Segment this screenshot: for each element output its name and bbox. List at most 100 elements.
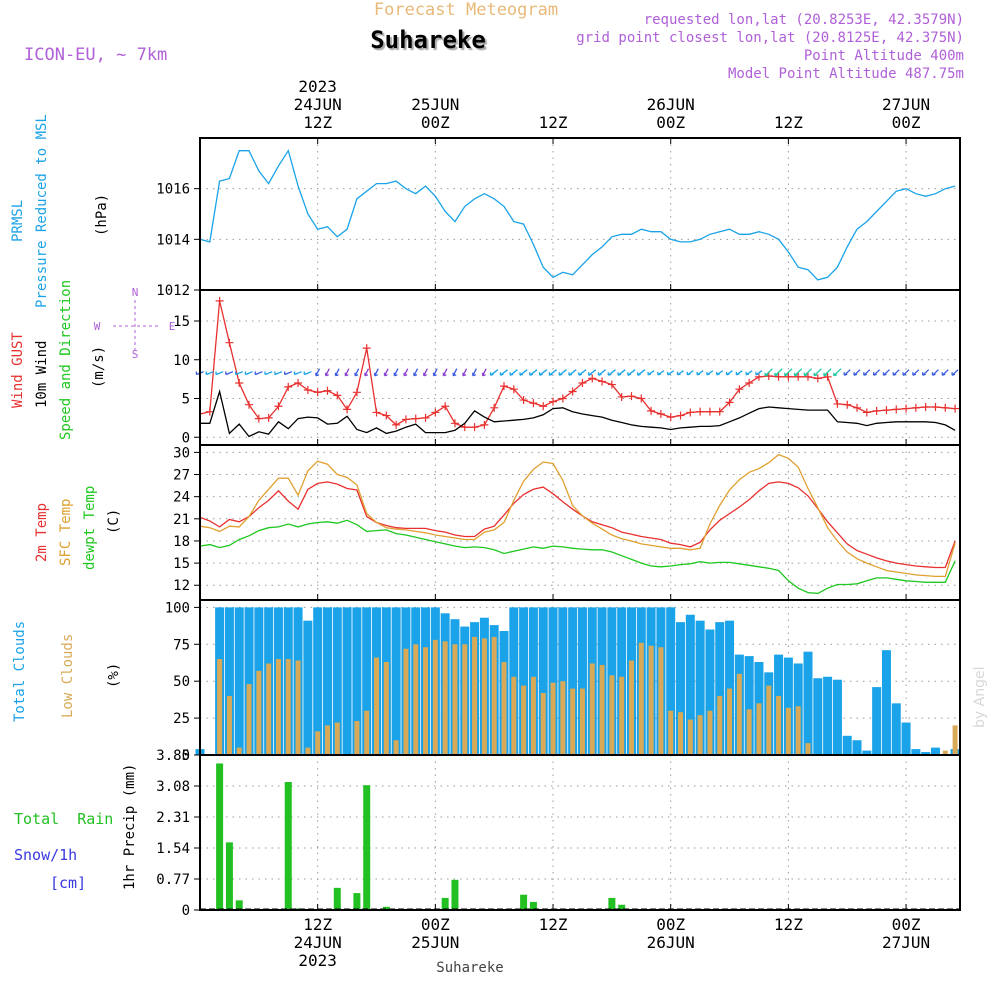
low-clouds-bar	[275, 659, 281, 755]
total-clouds-bar	[744, 656, 754, 755]
wind-direction-arrow	[833, 368, 842, 377]
rain-bar	[225, 842, 233, 910]
wind-direction-arrow	[774, 368, 783, 377]
total-clouds-bar	[244, 607, 254, 755]
total-clouds-bar	[911, 749, 921, 755]
clouds-unit-label: (%)	[106, 663, 122, 688]
gust-point	[441, 402, 450, 411]
low-clouds-bar	[393, 740, 399, 755]
wind-direction-arrow	[706, 370, 714, 376]
gust-point	[911, 403, 920, 412]
top-time-label: 00Z	[656, 113, 685, 132]
y-tick-label: 18	[173, 534, 190, 550]
top-time-label: 00Z	[421, 113, 450, 132]
wind-direction-arrow	[843, 369, 851, 376]
series-line-prmsl	[199, 149, 956, 281]
low-clouds-label: Low Clouds	[60, 634, 76, 718]
low-clouds-bar	[217, 659, 223, 755]
wind-axis-labels: Wind GUST 10m Wind Speed and Direction (…	[10, 280, 107, 440]
wind-direction-arrow	[393, 368, 399, 377]
wind-direction-arrow	[725, 370, 733, 376]
wind-direction-arrow	[413, 368, 419, 377]
y-tick-label: 12	[173, 578, 190, 594]
low-clouds-bar	[697, 715, 703, 755]
gust-point	[627, 392, 636, 401]
gust-point	[784, 372, 793, 381]
low-clouds-bar	[226, 695, 232, 755]
low-clouds-bar	[570, 688, 576, 755]
gust-point	[460, 423, 469, 432]
prmsl-label: PRMSL	[10, 200, 26, 242]
low-clouds-bar	[717, 695, 723, 755]
wind-direction-arrow	[912, 369, 920, 376]
total-clouds-bar	[577, 607, 587, 755]
y-tick-label: 100	[165, 600, 190, 616]
y-tick-label: 0	[182, 430, 190, 446]
gust-point	[823, 372, 832, 381]
rain-bar	[353, 893, 361, 910]
wind-direction-arrow	[578, 369, 587, 376]
wind-direction-arrow	[882, 369, 890, 376]
low-clouds-bar	[540, 693, 546, 755]
bottom-time-label: 00Z	[656, 915, 685, 934]
wind-direction-arrow	[244, 371, 253, 376]
wind-direction-arrow	[902, 369, 910, 376]
low-clouds-bar	[285, 659, 291, 755]
gust-point	[392, 420, 401, 429]
low-clouds-bar	[530, 676, 536, 755]
top-time-label: 27JUN	[882, 95, 930, 114]
gust-point	[382, 411, 391, 420]
top-time-label: 25JUN	[411, 95, 459, 114]
rain-bar	[441, 897, 449, 910]
top-time-label: 12Z	[539, 113, 568, 132]
gust-point	[519, 396, 528, 405]
bottom-time-label: 2023	[298, 951, 337, 970]
total-clouds-label: Total Clouds	[12, 621, 28, 722]
rain-bar	[333, 887, 341, 910]
gust-point	[529, 399, 538, 408]
location-title: Suhareke	[370, 26, 486, 54]
total-clouds-bar	[538, 607, 548, 755]
gust-point	[745, 379, 754, 387]
low-clouds-bar	[521, 685, 527, 755]
gust-point	[372, 408, 381, 417]
total-clouds-bar	[234, 607, 244, 755]
low-clouds-bar	[550, 682, 556, 755]
wind-direction-arrow	[481, 368, 487, 377]
wind-direction-arrow	[215, 371, 224, 376]
total-clouds-bar	[842, 735, 852, 755]
bottom-time-label: 00Z	[892, 915, 921, 934]
wind-direction-arrow	[364, 368, 370, 377]
total-rain-label: Total Rain	[14, 810, 113, 828]
low-clouds-bar	[776, 695, 782, 755]
rain-bar	[451, 879, 459, 910]
wind-direction-arrow	[716, 370, 724, 376]
wind-direction-arrow	[519, 369, 528, 376]
y-tick-label: 3.08	[156, 779, 190, 795]
gust-point	[421, 413, 430, 422]
gust-point	[254, 414, 263, 423]
gust-point	[892, 405, 901, 414]
temp-axis-labels: 2m Temp SFC Temp dewpt Temp (C)	[34, 486, 122, 570]
low-clouds-bar	[687, 719, 693, 755]
wind-direction-arrow	[872, 369, 881, 376]
gust-point	[853, 403, 862, 412]
wind-direction-arrow	[588, 369, 597, 376]
pressure-reduced-label: Pressure Reduced to MSL	[34, 114, 50, 308]
total-clouds-bar	[832, 679, 842, 755]
gust-point	[411, 414, 420, 423]
total-clouds-bar	[715, 622, 725, 755]
rain-bar	[363, 785, 371, 910]
low-clouds-bar	[942, 750, 948, 755]
gust-point	[401, 415, 410, 424]
low-clouds-bar	[785, 707, 791, 755]
total-clouds-bar	[891, 703, 901, 755]
wind-direction-arrow	[325, 368, 330, 377]
low-clouds-bar	[452, 644, 458, 755]
low-clouds-bar	[364, 710, 370, 755]
bottom-time-label: 27JUN	[882, 933, 930, 952]
y-tick-label: 25	[173, 711, 190, 727]
total-clouds-bar	[224, 607, 234, 755]
wind-direction-arrow	[667, 370, 675, 376]
wind-direction-arrow	[853, 369, 861, 376]
